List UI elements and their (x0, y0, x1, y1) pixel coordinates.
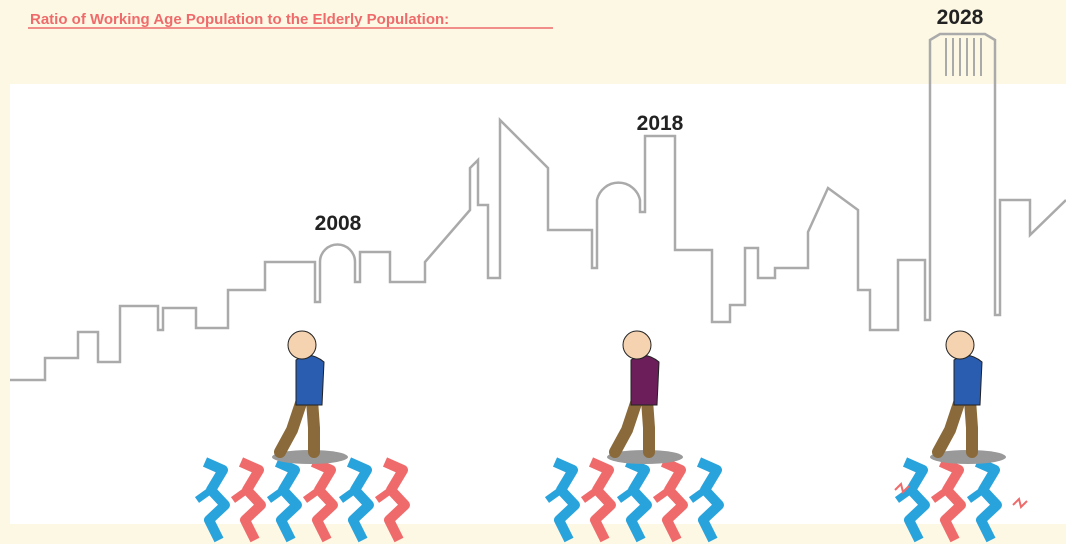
head (623, 331, 651, 359)
head (946, 331, 974, 359)
year-label: 2028 (937, 6, 984, 29)
body (954, 355, 982, 405)
year-label: 2008 (315, 212, 362, 235)
body (296, 355, 324, 405)
infographic: Ratio of Working Age Population to the E… (0, 0, 1066, 544)
head (288, 331, 316, 359)
body (631, 355, 659, 405)
year-label: 2018 (637, 112, 684, 135)
page: {"title": "Ratio of Working Age Populati… (0, 0, 1066, 544)
title: Ratio of Working Age Population to the E… (30, 11, 449, 28)
